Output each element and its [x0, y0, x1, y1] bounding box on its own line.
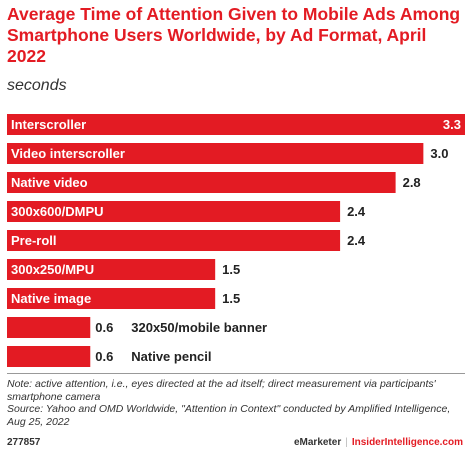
bar-category-label: 320x50/mobile banner	[131, 320, 267, 335]
brand-insider-intelligence: InsiderIntelligence.com	[351, 437, 463, 448]
footer-brand: eMarketer | InsiderIntelligence.com	[294, 437, 463, 448]
bar	[7, 230, 341, 251]
bar-category-label: Native pencil	[131, 349, 211, 364]
brand-emarketer: eMarketer	[293, 437, 342, 448]
bar-value-label: 2.4	[347, 204, 366, 219]
bar-row: 300x250/MPU 1.5	[7, 259, 240, 280]
source-text: Source: Yahoo and OMD Worldwide, "Attent…	[7, 403, 451, 428]
footer-divider	[7, 373, 465, 374]
bar-value-label: 3.0	[430, 146, 448, 161]
bar	[7, 143, 424, 164]
bar-row: Native video 2.8	[7, 172, 421, 193]
bar-chart: Interscroller 3.3 Video interscroller 3.0 Na…	[7, 114, 465, 367]
bar-row: Native image 1.5	[7, 288, 240, 309]
chart-subtitle: seconds	[7, 77, 67, 94]
bar-value-label: 1.5	[222, 262, 240, 277]
bar-value-label: 0.6	[95, 349, 113, 364]
bar-value-label: 2.8	[403, 175, 421, 190]
bar-row: 300x600/DMPU 2.4	[7, 201, 366, 222]
bar	[7, 172, 396, 193]
bar-row: Pre-roll 2.4	[7, 230, 366, 251]
bar-value-label: 1.5	[222, 291, 240, 306]
bar-value-label: 3.3	[443, 117, 461, 132]
note-text: Note: active attention, i.e., eyes direc…	[7, 378, 436, 403]
bar-value-label: 2.4	[347, 233, 366, 248]
bar	[7, 288, 216, 309]
bar-category-label: Pre-roll	[11, 233, 57, 248]
bar	[7, 317, 91, 338]
chart-title: Average Time of Attention Given to Mobil…	[7, 4, 461, 66]
chart-id: 277857	[7, 437, 41, 448]
bar	[7, 346, 91, 367]
bar-category-label: Native image	[11, 291, 91, 306]
bar-row: Native pencil 0.6	[7, 346, 211, 367]
bar-row: Video interscroller 3.0	[7, 143, 448, 164]
bar-category-label: 300x600/DMPU	[11, 204, 104, 219]
bar-row: 320x50/mobile banner 0.6	[7, 317, 267, 338]
bar-row: Interscroller 3.3	[7, 114, 465, 135]
bar	[7, 259, 216, 280]
bar-category-label: 300x250/MPU	[11, 262, 94, 277]
bar-category-label: Interscroller	[11, 117, 86, 132]
bar-value-label: 0.6	[95, 320, 113, 335]
brand-separator: |	[345, 437, 348, 448]
chart-notes: Note: active attention, i.e., eyes direc…	[7, 378, 465, 428]
bar	[7, 201, 341, 222]
bar	[7, 114, 465, 135]
bar-category-label: Native video	[11, 175, 88, 190]
bar-category-label: Video interscroller	[11, 146, 125, 161]
